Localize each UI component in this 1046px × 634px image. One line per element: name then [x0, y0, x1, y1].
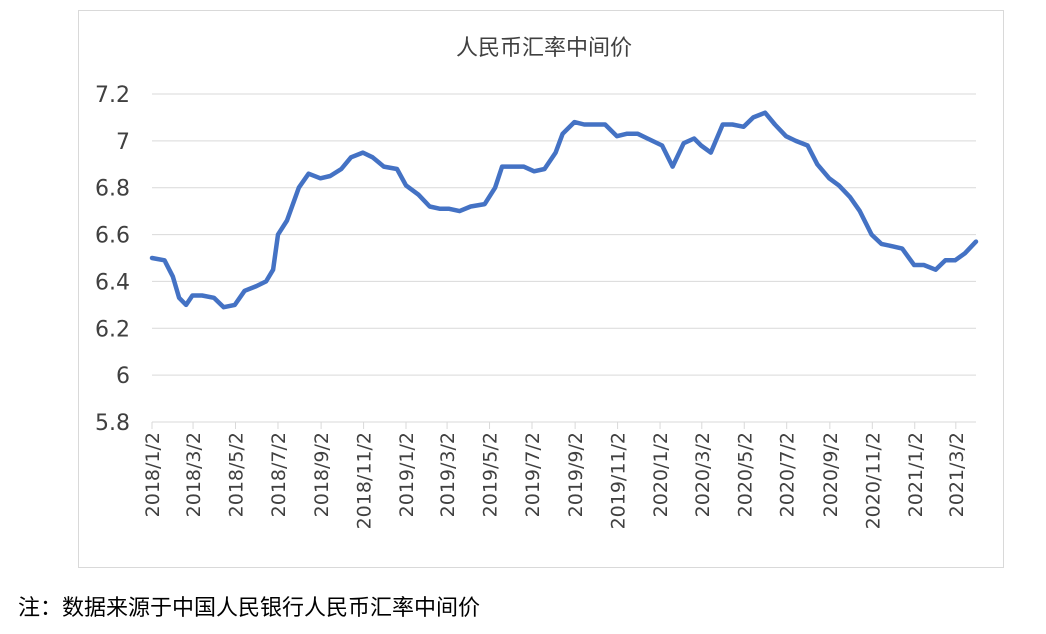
x-tick-label: 2018/5/2 [226, 432, 248, 517]
x-tick-label: 2019/3/2 [437, 432, 459, 517]
x-tick-label: 2018/3/2 [183, 432, 205, 517]
x-tick-label: 2020/7/2 [777, 432, 799, 517]
y-tick-label: 6.2 [95, 317, 130, 342]
y-tick-label: 6.6 [95, 224, 130, 249]
x-tick-label: 2020/3/2 [692, 432, 714, 517]
chart-title: 人民币汇率中间价 [456, 36, 632, 61]
y-tick-label: 7 [116, 130, 130, 155]
y-tick-label: 5.8 [95, 411, 130, 436]
x-tick-label: 2021/1/2 [905, 432, 927, 517]
x-tick-label: 2021/3/2 [946, 432, 968, 517]
x-tick-label: 2019/1/2 [396, 432, 418, 517]
y-axis-ticks: 7.2 7 6.8 6.6 6.4 6.2 6 5.8 [95, 83, 130, 436]
x-tick-label: 2020/11/2 [862, 432, 884, 529]
x-tick-label: 2020/5/2 [734, 432, 756, 517]
y-tick-label: 6 [116, 364, 130, 389]
y-tick-label: 7.2 [95, 83, 130, 108]
source-footnote: 注：数据来源于中国人民银行人民币汇率中间价 [18, 596, 481, 621]
x-tick-label: 2018/1/2 [142, 432, 164, 517]
x-axis-ticks: 2018/1/2 2018/3/2 2018/5/2 2018/7/2 2018/9/2… [142, 422, 968, 529]
x-tick-label: 2019/5/2 [480, 432, 502, 517]
y-tick-label: 6.8 [95, 177, 130, 202]
y-tick-label: 6.4 [95, 270, 130, 295]
x-tick-label: 2019/7/2 [522, 432, 544, 517]
exchange-rate-line [149, 110, 979, 310]
x-tick-label: 2018/9/2 [311, 432, 333, 517]
chart-frame [78, 10, 1004, 568]
x-tick-label: 2018/11/2 [354, 432, 376, 529]
x-tick-label: 2019/11/2 [608, 432, 630, 529]
x-tick-label: 2020/1/2 [650, 432, 672, 517]
x-tick-label: 2020/9/2 [820, 432, 842, 517]
x-tick-label: 2018/7/2 [268, 432, 290, 517]
x-tick-label: 2019/9/2 [565, 432, 587, 517]
